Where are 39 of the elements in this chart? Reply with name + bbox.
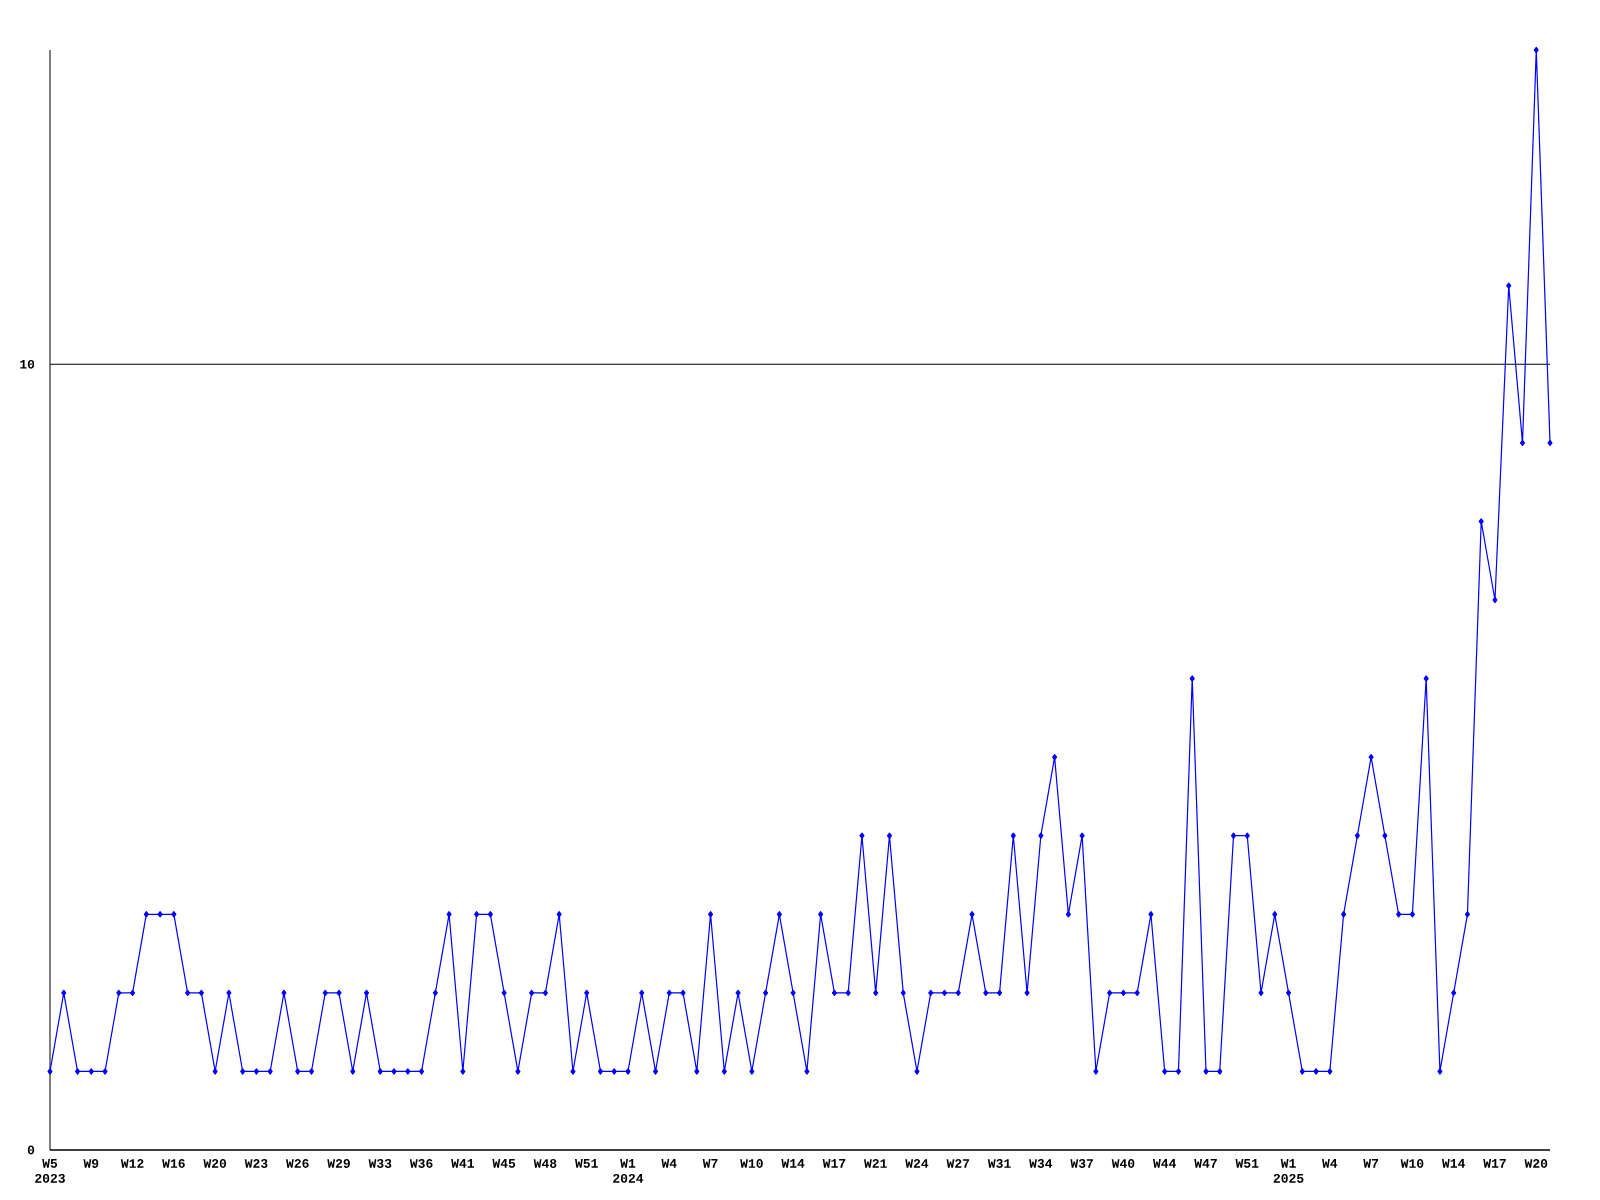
y-tick-label: 10 xyxy=(20,359,35,369)
x-tick-label: W37 xyxy=(1070,1159,1093,1168)
x-tick-label: W33 xyxy=(368,1159,392,1168)
x-tick-label: W24 xyxy=(905,1159,929,1168)
x-tick-label: W10 xyxy=(740,1159,763,1168)
x-tick-label: W45 xyxy=(492,1159,516,1168)
x-tick-label: W40 xyxy=(1111,1159,1135,1168)
x-tick-label: W29 xyxy=(327,1159,350,1168)
x-tick-label: W14 xyxy=(781,1159,805,1168)
x-tick-label: W34 xyxy=(1029,1159,1053,1168)
x-tick-label: W7 xyxy=(1363,1159,1379,1168)
x-tick-label: W36 xyxy=(409,1159,433,1168)
x-tick-label: W31 xyxy=(987,1159,1011,1168)
x-tick-label: W7 xyxy=(702,1159,718,1168)
x-tick-label: W41 xyxy=(451,1159,474,1168)
x-tick-label: W9 xyxy=(83,1159,99,1168)
x-tick-label: W17 xyxy=(822,1159,846,1168)
x-tick-label: W51 xyxy=(575,1159,598,1168)
x-tick-label: W48 xyxy=(533,1159,557,1168)
x-tick-label: W51 xyxy=(1235,1159,1259,1168)
x-tick-label: W5 2023 xyxy=(35,1159,65,1183)
x-tick-label: W12 xyxy=(120,1159,144,1168)
x-tick-label: W44 xyxy=(1153,1159,1176,1168)
x-tick-label: W20 xyxy=(203,1159,227,1168)
x-tick-label: W20 xyxy=(1524,1159,1548,1168)
x-tick-label: W17 xyxy=(1483,1159,1506,1168)
x-tick-label: W27 xyxy=(946,1159,970,1168)
x-tick-label: W26 xyxy=(286,1159,309,1168)
x-tick-label: W47 xyxy=(1194,1159,1217,1168)
x-tick-label: W16 xyxy=(162,1159,185,1168)
x-tick-label: W4 xyxy=(1322,1159,1338,1168)
x-tick-label: W21 xyxy=(864,1159,887,1168)
y-tick-label: 0 xyxy=(27,1145,35,1155)
x-tick-label: W1 2024 xyxy=(613,1159,644,1183)
x-tick-label: W1 2025 xyxy=(1273,1159,1304,1183)
x-tick-label: W4 xyxy=(661,1159,677,1168)
x-tick-label: W10 xyxy=(1400,1159,1424,1168)
x-tick-label: W23 xyxy=(244,1159,268,1168)
x-tick-label: W14 xyxy=(1441,1159,1465,1168)
